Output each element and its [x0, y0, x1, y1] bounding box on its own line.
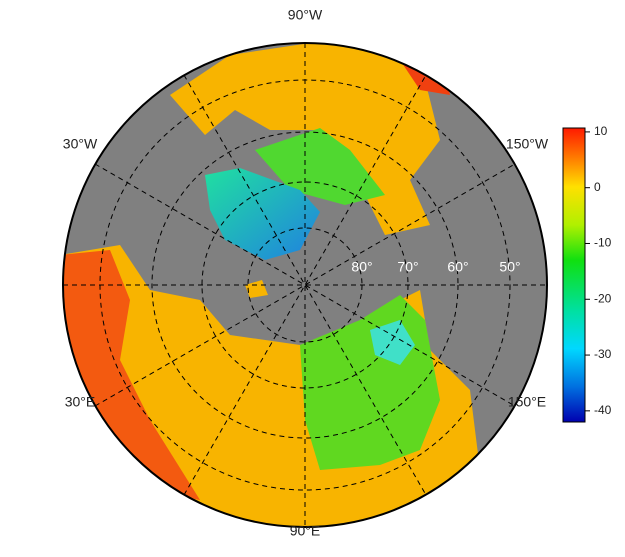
colorbar-tick-label: -20: [594, 291, 612, 305]
colorbar-tick-label: -10: [594, 236, 612, 250]
greenland: [205, 168, 320, 260]
colorbar-tick-label: 10: [594, 124, 608, 138]
lon-label: 90°E: [290, 523, 321, 539]
map-area: [63, 43, 547, 527]
lat-label: 60°: [447, 259, 468, 275]
colorbar-tick-label: -40: [594, 403, 612, 417]
lat-label: 80°: [351, 259, 372, 275]
map-border: [62, 42, 548, 528]
graticule: [63, 43, 547, 527]
lon-label: 30°E: [65, 394, 96, 410]
colorbar: [562, 127, 586, 423]
lon-label: 150°E: [508, 394, 546, 410]
lat-label: 70°: [397, 259, 418, 275]
lon-label: 90°W: [288, 7, 323, 23]
lon-label: 30°W: [63, 136, 98, 152]
lon-label: 150°W: [506, 136, 549, 152]
lat-label: 50°: [499, 259, 520, 275]
colorbar-tick-label: 0: [594, 180, 601, 194]
colorbar-tick-label: -30: [594, 347, 612, 361]
